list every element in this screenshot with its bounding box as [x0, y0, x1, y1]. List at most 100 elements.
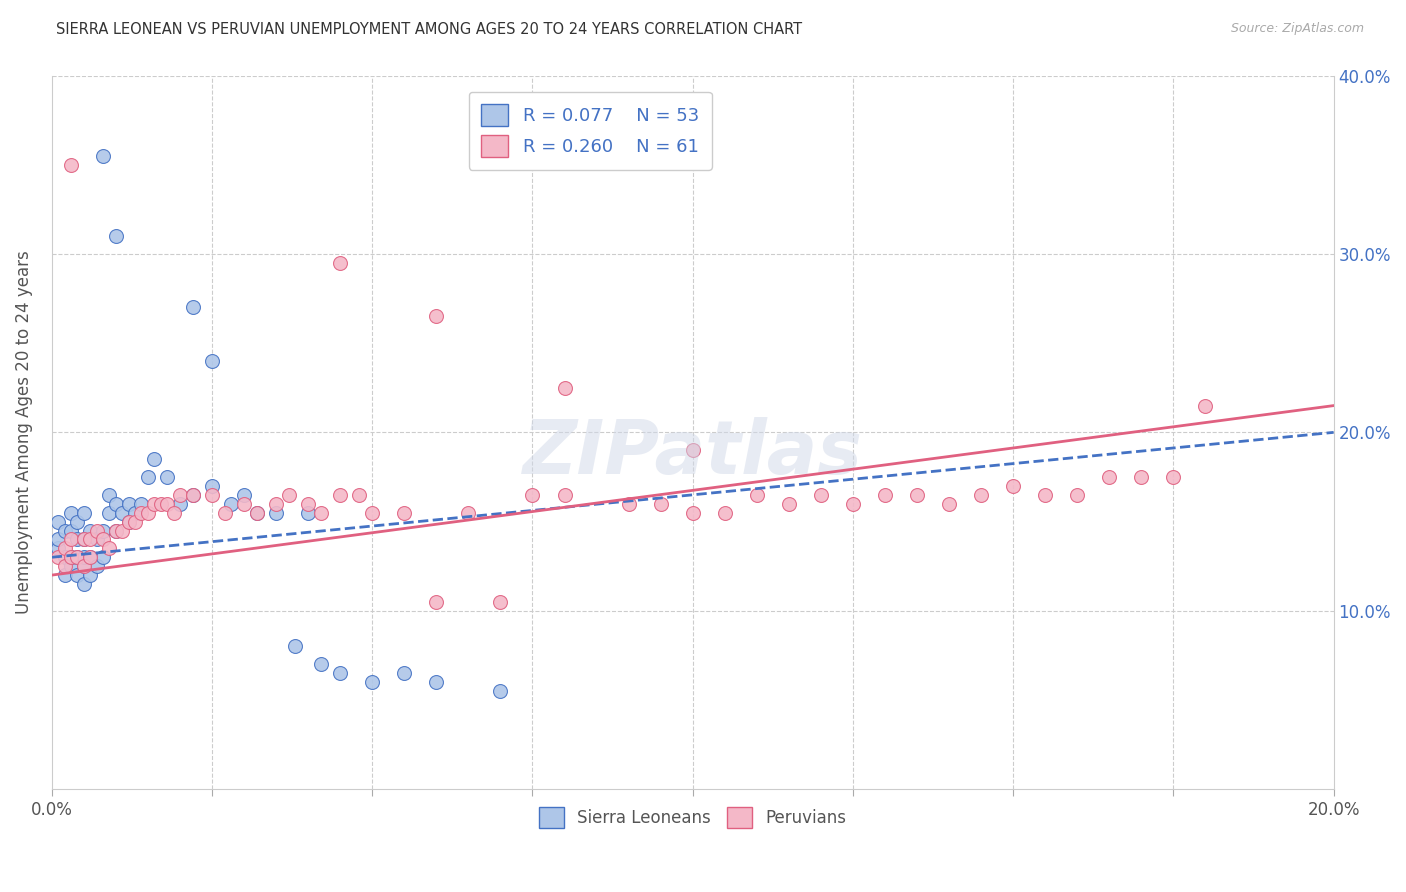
- Point: [810, 488, 832, 502]
- Point: [59, 550, 82, 565]
- Point: [425, 595, 447, 609]
- Point: [66, 515, 89, 529]
- Point: [104, 524, 127, 538]
- Point: [970, 488, 993, 502]
- Point: [329, 256, 352, 270]
- Point: [98, 506, 121, 520]
- Point: [59, 559, 82, 574]
- Point: [66, 550, 89, 565]
- Point: [59, 506, 82, 520]
- Point: [425, 310, 447, 324]
- Point: [264, 497, 287, 511]
- Point: [111, 506, 134, 520]
- Point: [713, 506, 735, 520]
- Point: [98, 541, 121, 556]
- Text: SIERRA LEONEAN VS PERUVIAN UNEMPLOYMENT AMONG AGES 20 TO 24 YEARS CORRELATION CH: SIERRA LEONEAN VS PERUVIAN UNEMPLOYMENT …: [56, 22, 803, 37]
- Point: [131, 497, 153, 511]
- Point: [143, 452, 166, 467]
- Point: [73, 550, 96, 565]
- Point: [309, 657, 332, 672]
- Point: [329, 488, 352, 502]
- Point: [86, 559, 108, 574]
- Point: [46, 515, 69, 529]
- Point: [201, 479, 224, 493]
- Point: [553, 488, 575, 502]
- Point: [181, 488, 204, 502]
- Point: [79, 550, 101, 565]
- Point: [214, 506, 236, 520]
- Text: ZIPatlas: ZIPatlas: [523, 417, 863, 491]
- Point: [522, 488, 544, 502]
- Y-axis label: Unemployment Among Ages 20 to 24 years: Unemployment Among Ages 20 to 24 years: [15, 251, 32, 615]
- Point: [1033, 488, 1056, 502]
- Point: [46, 541, 69, 556]
- Point: [361, 506, 384, 520]
- Point: [66, 533, 89, 547]
- Point: [309, 506, 332, 520]
- Point: [181, 301, 204, 315]
- Point: [86, 524, 108, 538]
- Point: [246, 506, 269, 520]
- Point: [73, 577, 96, 591]
- Point: [66, 550, 89, 565]
- Point: [73, 559, 96, 574]
- Point: [329, 666, 352, 681]
- Point: [46, 550, 69, 565]
- Point: [1163, 470, 1185, 484]
- Point: [1002, 479, 1025, 493]
- Point: [246, 506, 269, 520]
- Point: [873, 488, 896, 502]
- Point: [394, 666, 416, 681]
- Point: [104, 524, 127, 538]
- Point: [617, 497, 640, 511]
- Point: [91, 533, 114, 547]
- Point: [118, 497, 141, 511]
- Point: [143, 497, 166, 511]
- Point: [938, 497, 960, 511]
- Point: [111, 524, 134, 538]
- Point: [86, 533, 108, 547]
- Point: [457, 506, 479, 520]
- Point: [79, 524, 101, 538]
- Point: [59, 533, 82, 547]
- Point: [1194, 399, 1216, 413]
- Point: [264, 506, 287, 520]
- Point: [489, 684, 512, 698]
- Point: [53, 541, 76, 556]
- Point: [394, 506, 416, 520]
- Point: [118, 515, 141, 529]
- Point: [91, 149, 114, 163]
- Point: [59, 524, 82, 538]
- Point: [361, 675, 384, 690]
- Point: [79, 533, 101, 547]
- Point: [53, 550, 76, 565]
- Point: [553, 381, 575, 395]
- Point: [162, 506, 184, 520]
- Point: [124, 506, 146, 520]
- Point: [181, 488, 204, 502]
- Point: [201, 354, 224, 368]
- Point: [425, 675, 447, 690]
- Point: [124, 515, 146, 529]
- Point: [745, 488, 768, 502]
- Text: Source: ZipAtlas.com: Source: ZipAtlas.com: [1230, 22, 1364, 36]
- Point: [233, 488, 256, 502]
- Point: [1066, 488, 1088, 502]
- Point: [284, 640, 307, 654]
- Point: [53, 524, 76, 538]
- Point: [1130, 470, 1153, 484]
- Point: [842, 497, 865, 511]
- Point: [277, 488, 299, 502]
- Point: [59, 550, 82, 565]
- Legend: Sierra Leoneans, Peruvians: Sierra Leoneans, Peruvians: [531, 801, 853, 834]
- Point: [136, 470, 159, 484]
- Point: [53, 559, 76, 574]
- Point: [66, 568, 89, 582]
- Point: [149, 497, 172, 511]
- Point: [349, 488, 371, 502]
- Point: [73, 559, 96, 574]
- Point: [73, 533, 96, 547]
- Point: [169, 488, 191, 502]
- Point: [98, 488, 121, 502]
- Point: [169, 497, 191, 511]
